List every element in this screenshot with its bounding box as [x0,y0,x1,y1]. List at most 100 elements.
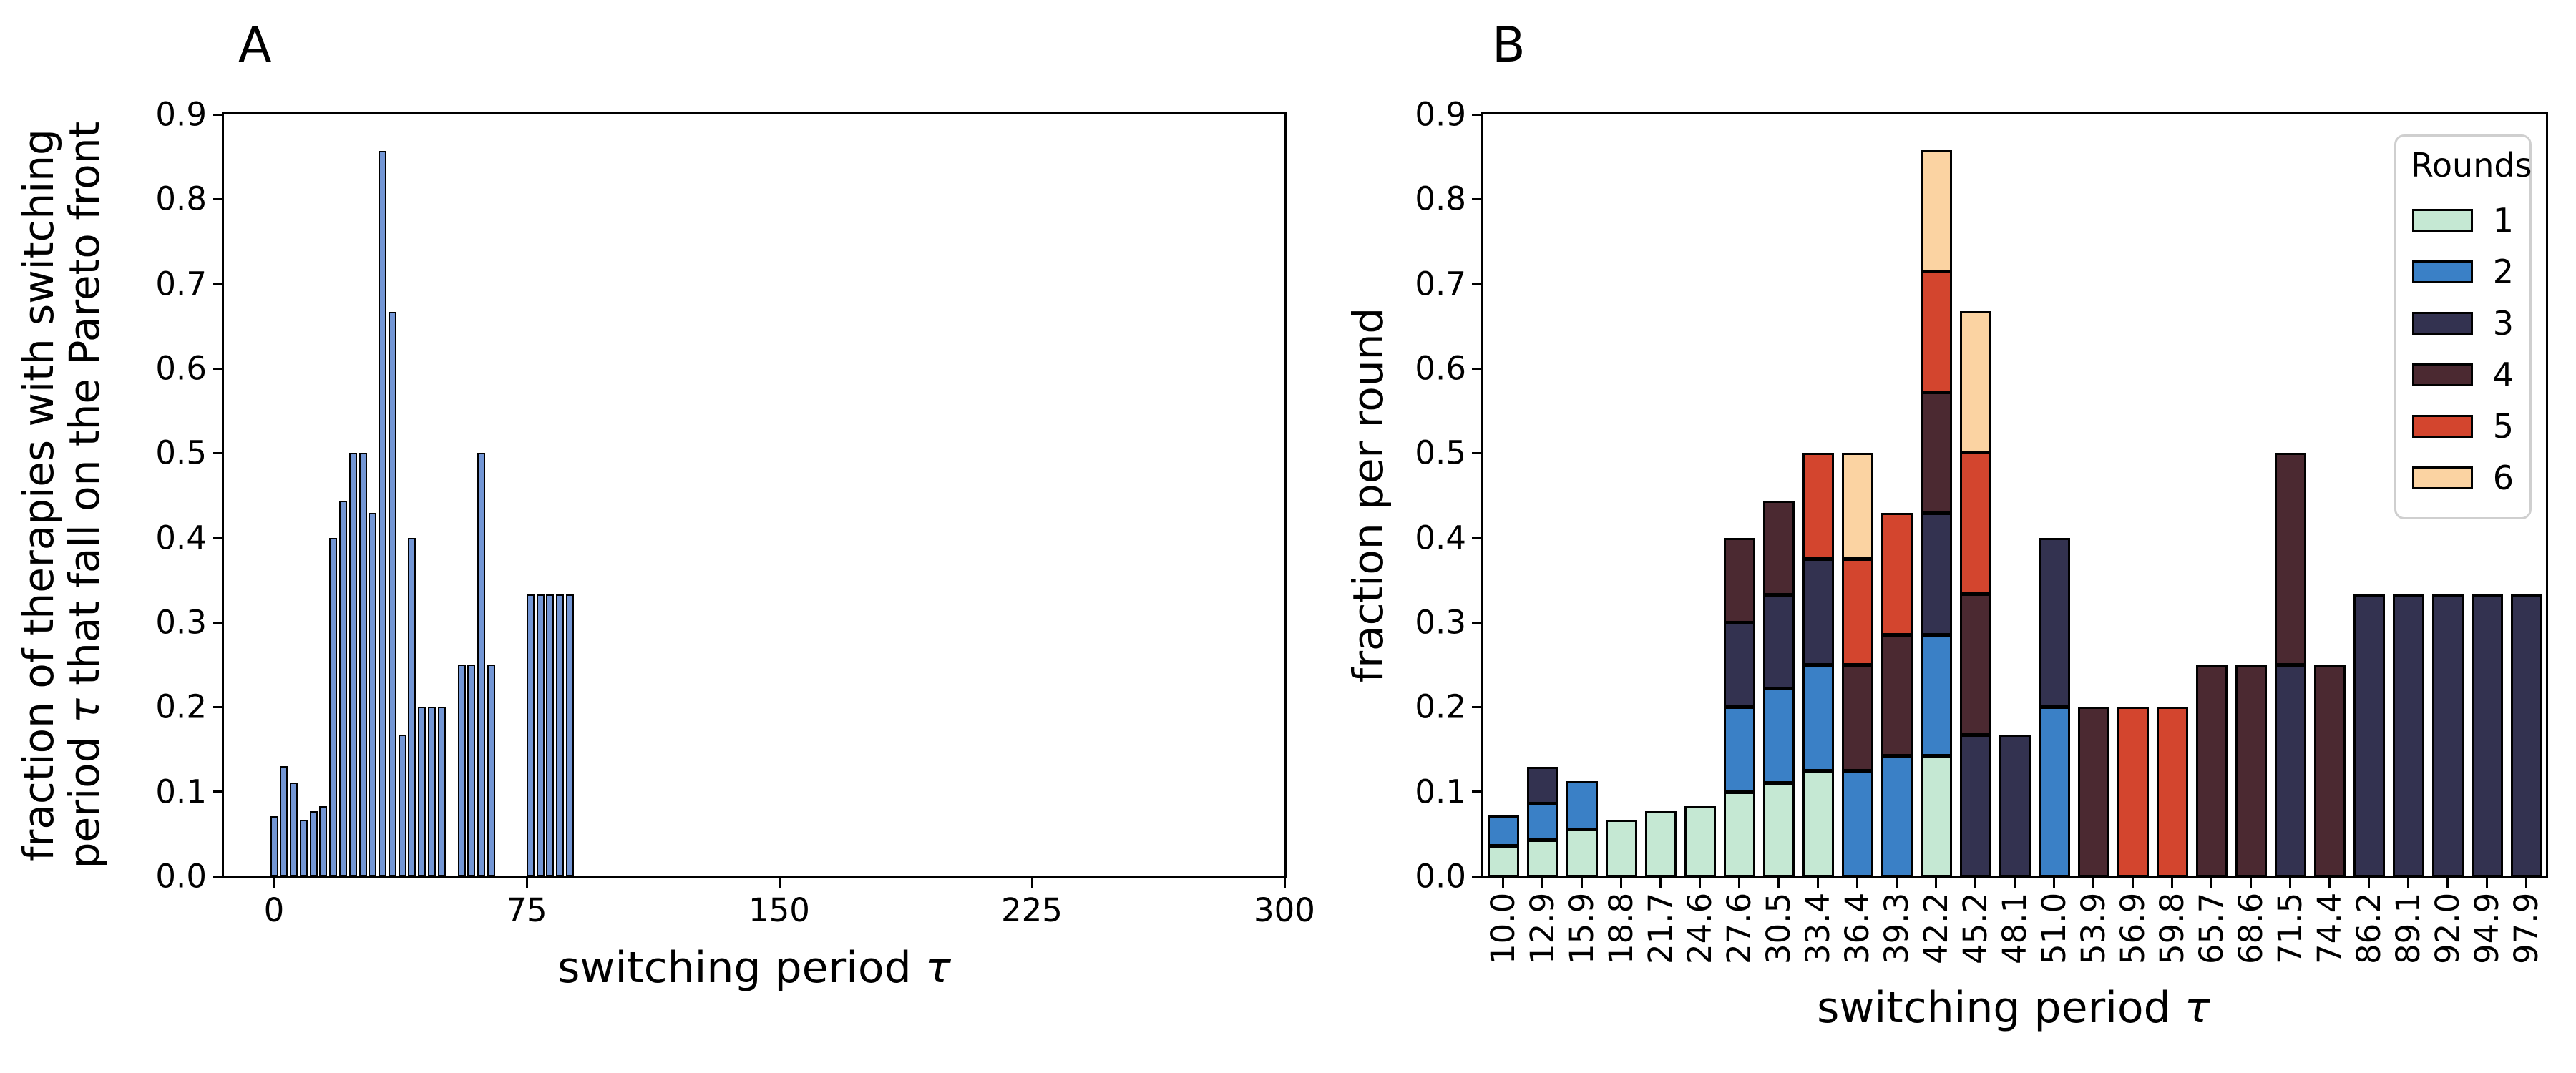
y-tick-label: 0.9 [1415,95,1466,134]
legend-entry-2: 2 [2412,255,2514,288]
y-tick [213,705,224,708]
x-tick [778,876,781,888]
x-tick-label: 225 [1001,891,1063,929]
y-tick [1472,875,1483,878]
bar-tau-86.2 [527,594,535,876]
y-tick [213,283,224,285]
stack-segment-round-3-tau-92.0 [2431,594,2464,877]
stack-segment-round-1-tau-27.6 [1723,791,1755,877]
panel-b-letter: B [1492,17,1526,74]
stack-segment-round-3-tau-27.6 [1723,622,1755,708]
bar-tau-39.3 [369,513,377,876]
stack-segment-round-2-tau-15.9 [1566,781,1598,830]
x-tick-label: 92.0 [2428,892,2467,964]
stack-segment-round-1-tau-30.5 [1762,782,1795,877]
x-tick-label: 42.2 [1916,892,1955,964]
stack-segment-round-5-tau-33.4 [1802,453,1834,560]
x-tick-label: 15.9 [1562,892,1601,964]
x-tick-label: 59.8 [2152,892,2191,964]
stack-segment-round-5-tau-39.3 [1880,513,1913,635]
x-tick [2250,876,2252,888]
stack-segment-round-4-tau-45.2 [1959,593,1991,736]
x-tick [1699,876,1701,888]
x-tick-label: 18.8 [1601,892,1640,964]
stack-segment-round-1-tau-24.6 [1684,805,1716,877]
bar-tau-74.4 [487,665,495,876]
y-tick-label: 0.3 [1415,603,1466,642]
x-tick-label: 94.9 [2467,892,2506,964]
stack-segment-round-4-tau-30.5 [1762,500,1795,595]
panel-a-y-axis-label-line1: fraction of therapies with switching [14,129,63,861]
stack-segment-round-6-tau-42.2 [1920,150,1952,272]
x-tick-label: 150 [748,891,810,929]
y-tick-label: 0.9 [155,95,207,134]
legend-label-round-6: 6 [2492,459,2514,497]
panel-a-letter: A [238,17,272,74]
y-tick-label: 0.1 [1415,773,1466,811]
y-tick-label: 0.1 [155,773,207,811]
y-tick-label: 0.5 [155,433,207,472]
x-tick [2289,876,2291,888]
x-tick [2525,876,2527,888]
bar-tau-92 [546,594,555,876]
x-tick-label: 75 [506,891,547,929]
stack-segment-round-2-tau-27.6 [1723,707,1755,793]
y-tick [1472,113,1483,116]
legend-swatch-round-2 [2412,260,2473,283]
legend-items: 1 2 3 4 5 6 [2411,204,2515,494]
x-tick-label: 86.2 [2349,892,2388,964]
y-tick [213,451,224,454]
x-tick [1777,876,1780,888]
y-tick [213,197,224,200]
x-tick-label: 65.7 [2192,892,2230,964]
stack-segment-round-4-tau-27.6 [1723,537,1755,623]
stack-segment-round-5-tau-59.8 [2156,707,2188,877]
x-tick [1935,876,1937,888]
x-tick-label: 56.9 [2113,892,2152,964]
legend-swatch-round-5 [2412,415,2473,438]
stack-segment-round-2-tau-10.0 [1487,815,1519,847]
x-tick [2368,876,2370,888]
y-tick-label: 0.3 [155,603,207,642]
y-tick [213,367,224,370]
y-tick-label: 0.2 [155,687,207,726]
x-tick [1896,876,1898,888]
y-tick-label: 0.5 [1415,433,1466,472]
stack-segment-round-5-tau-36.4 [1841,559,1873,666]
y-tick [1472,705,1483,708]
stack-segment-round-4-tau-53.9 [2077,707,2109,877]
legend-rounds: Rounds 1 2 3 4 5 6 [2394,134,2532,519]
x-tick [525,876,528,888]
bar-tau-59.8 [437,707,446,876]
x-tick-label: 24.6 [1680,892,1719,964]
stack-segment-round-5-tau-56.9 [2117,707,2149,877]
stack-segment-round-2-tau-33.4 [1802,665,1834,772]
x-tick-label: 39.3 [1877,892,1916,964]
panel-b-x-axis-label: switching period τ [1817,983,2210,1033]
legend-entry-6: 6 [2412,461,2514,494]
stack-segment-round-3-tau-94.9 [2471,594,2503,877]
legend-entry-1: 1 [2412,204,2514,237]
stack-segment-round-5-tau-42.2 [1920,270,1952,393]
stack-segment-round-4-tau-36.4 [1841,665,1873,772]
stack-segment-round-1-tau-15.9 [1566,828,1598,877]
x-tick-label: 68.6 [2231,892,2270,964]
stack-segment-round-2-tau-36.4 [1841,770,1873,877]
legend-entry-4: 4 [2412,358,2514,391]
y-tick [1472,451,1483,454]
bar-tau-97.9 [566,594,575,876]
bar-tau-18.8 [299,819,308,876]
stack-segment-round-1-tau-10.0 [1487,846,1519,877]
stack-segment-round-6-tau-36.4 [1841,453,1873,560]
bar-tau-71.5 [477,453,485,876]
x-tick [1283,876,1286,888]
bar-tau-10 [270,815,278,876]
y-tick-label: 0.4 [1415,519,1466,557]
bar-tau-45.2 [389,311,397,876]
legend-swatch-round-4 [2412,363,2473,386]
stack-segment-round-5-tau-45.2 [1959,452,1991,594]
stack-segment-round-1-tau-12.9 [1526,840,1558,877]
x-tick [2210,876,2212,888]
y-tick [213,875,224,878]
x-tick [1738,876,1740,888]
